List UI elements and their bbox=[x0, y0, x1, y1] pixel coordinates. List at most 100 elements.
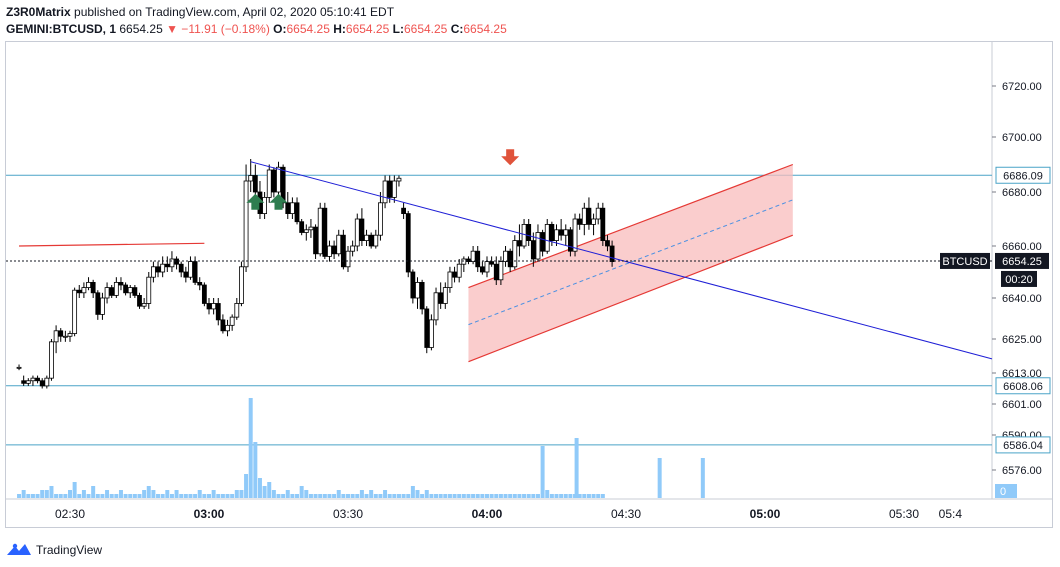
candle-body bbox=[308, 226, 314, 231]
open-label: O: bbox=[273, 22, 287, 36]
time-tick-label: 03:00 bbox=[194, 507, 225, 521]
volume-bar bbox=[387, 494, 392, 498]
price-tick-label: 6700.00 bbox=[1002, 132, 1042, 144]
candle-body bbox=[410, 271, 416, 299]
volume-bar bbox=[299, 486, 304, 498]
volume-bar bbox=[485, 494, 489, 498]
volume-bar bbox=[494, 494, 499, 498]
arrow-up-icon[interactable] bbox=[246, 193, 265, 210]
time-tick-label: 05:4 bbox=[939, 507, 963, 521]
arrow-down-icon[interactable] bbox=[501, 149, 520, 166]
volume-bar bbox=[512, 494, 517, 498]
price-tick-label: 6576.00 bbox=[1002, 465, 1042, 477]
price-tick-label: 6660.00 bbox=[1002, 241, 1042, 253]
candle-body bbox=[461, 258, 467, 265]
tradingview-logo-text[interactable]: TradingView bbox=[36, 543, 103, 557]
candle-body bbox=[391, 180, 397, 198]
candle-body bbox=[141, 303, 147, 307]
candle-body bbox=[313, 226, 318, 255]
candle-body bbox=[294, 202, 300, 223]
volume-bar bbox=[574, 438, 579, 498]
arrow-up-icon[interactable] bbox=[269, 193, 288, 210]
candle-body bbox=[252, 175, 258, 193]
volume-bar bbox=[26, 494, 31, 498]
volume-bar bbox=[508, 494, 513, 498]
volume-bar bbox=[540, 446, 545, 498]
candle-body bbox=[327, 245, 332, 257]
candle-body bbox=[433, 292, 439, 321]
volume-bar bbox=[63, 494, 68, 498]
volume-bar bbox=[248, 398, 253, 498]
low-label: L: bbox=[392, 22, 404, 36]
candle-body bbox=[95, 292, 101, 315]
candle-body bbox=[72, 289, 78, 334]
publish-line: Z3R0Matrix published on TradingView.com,… bbox=[6, 4, 1046, 21]
candle-body bbox=[44, 377, 50, 387]
volume-bar bbox=[531, 494, 536, 498]
candle-body bbox=[276, 166, 281, 193]
level-badge bbox=[995, 377, 1051, 395]
volume-bar bbox=[318, 494, 323, 498]
candle-body bbox=[197, 281, 203, 286]
volume-bar bbox=[522, 494, 527, 498]
volume-bar bbox=[72, 482, 77, 498]
volume-bar bbox=[526, 494, 531, 498]
candle-body bbox=[127, 287, 133, 294]
channel-lower-line[interactable] bbox=[468, 234, 794, 363]
level-badge-label: 6608.06 bbox=[1003, 381, 1043, 393]
candle-body bbox=[586, 207, 592, 225]
chart-frame[interactable]: 6720.00 6700.00 6680.00 6660.00 6640.00 6625.… bbox=[5, 41, 1053, 528]
candle-body bbox=[456, 263, 462, 278]
channel-upper-line[interactable] bbox=[468, 163, 794, 289]
volume-bar bbox=[582, 494, 587, 498]
candle-body bbox=[16, 366, 22, 369]
candle-body bbox=[192, 261, 198, 283]
volume-bar bbox=[151, 490, 156, 498]
candle-body bbox=[452, 271, 457, 278]
volume-bar bbox=[160, 494, 165, 498]
candle-body bbox=[466, 258, 471, 262]
volume-zero-label: 0 bbox=[1000, 486, 1006, 498]
volume-bar bbox=[253, 442, 258, 498]
candle-body bbox=[503, 250, 508, 262]
volume-bar bbox=[132, 494, 137, 498]
candle-body bbox=[447, 271, 453, 288]
candle-body bbox=[86, 281, 91, 288]
volume-bar bbox=[480, 494, 485, 498]
volume-bar bbox=[600, 494, 605, 498]
volume-bar bbox=[308, 494, 313, 498]
red-trend-segment[interactable] bbox=[19, 242, 205, 247]
volume-bar bbox=[81, 490, 86, 498]
volume-bar bbox=[517, 494, 522, 498]
level-badge-label: 6586.04 bbox=[1003, 440, 1043, 452]
volume-bar bbox=[137, 494, 142, 498]
volume-bar bbox=[156, 494, 161, 498]
candle-body bbox=[25, 380, 31, 384]
candle-body bbox=[81, 287, 87, 294]
author-name[interactable]: Z3R0Matrix bbox=[6, 5, 71, 19]
time-tick-label: 04:00 bbox=[472, 507, 503, 521]
candlestick-chart[interactable]: 6720.00 6700.00 6680.00 6660.00 6640.00 6625.… bbox=[6, 42, 1052, 527]
volume-bar bbox=[355, 494, 360, 498]
volume-bar bbox=[267, 482, 272, 498]
candle-body bbox=[303, 229, 309, 233]
volume-bar bbox=[559, 494, 564, 498]
level-badge-label: 6686.09 bbox=[1003, 170, 1043, 182]
volume-bar bbox=[77, 494, 82, 498]
descending-trendline[interactable] bbox=[250, 161, 993, 360]
candle-body bbox=[544, 223, 550, 252]
volume-bar bbox=[35, 494, 40, 498]
volume-bar bbox=[336, 490, 341, 498]
candle-body bbox=[174, 258, 179, 265]
candle-body bbox=[169, 258, 175, 268]
candle-body bbox=[382, 180, 388, 204]
candle-body bbox=[211, 303, 217, 310]
volume-bar bbox=[396, 494, 401, 498]
volume-bar bbox=[568, 494, 573, 498]
candle-body bbox=[568, 229, 573, 252]
candle-body bbox=[146, 276, 152, 304]
volume-bar bbox=[216, 494, 221, 498]
volume-bar bbox=[262, 486, 267, 498]
candle-body bbox=[285, 202, 291, 215]
candle-body bbox=[498, 261, 504, 281]
